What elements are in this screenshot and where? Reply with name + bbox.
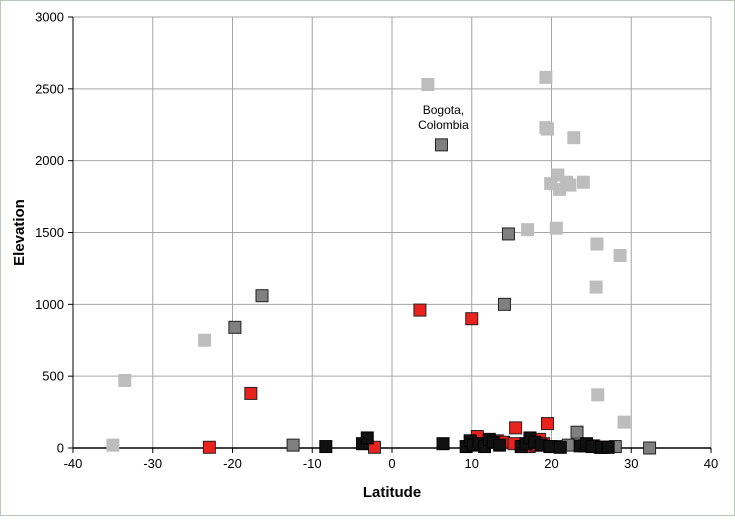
x-axis-title: Latitude xyxy=(363,484,421,501)
data-point xyxy=(541,417,555,431)
data-point xyxy=(509,421,523,435)
annotations: Bogota, Colombia xyxy=(418,103,469,132)
series-3 xyxy=(202,303,610,454)
x-tick-label: 0 xyxy=(388,456,395,471)
data-point xyxy=(563,178,577,192)
data-point xyxy=(255,289,269,303)
y-tick-label: 2000 xyxy=(35,153,64,168)
data-point xyxy=(198,333,212,347)
data-point xyxy=(613,248,627,262)
x-tick-label: 40 xyxy=(704,456,718,471)
data-point xyxy=(465,312,479,326)
x-tick-label: -40 xyxy=(64,456,83,471)
data-point xyxy=(228,320,242,334)
data-point xyxy=(570,425,584,439)
data-point xyxy=(286,438,300,452)
x-tick-label: -30 xyxy=(143,456,162,471)
y-tick-label: 3000 xyxy=(35,10,64,25)
data-point xyxy=(202,440,216,454)
data-point xyxy=(567,131,581,145)
data-point xyxy=(589,280,603,294)
y-tick-label: 1000 xyxy=(35,297,64,312)
y-tick-label: 0 xyxy=(57,441,64,456)
data-point xyxy=(434,138,448,152)
x-tick-label: 20 xyxy=(544,456,558,471)
point-annotation: Bogota, Colombia xyxy=(418,103,469,132)
grid xyxy=(72,16,712,449)
x-tick-label: 10 xyxy=(465,456,479,471)
y-tick-label: 2500 xyxy=(35,81,64,96)
data-point xyxy=(421,78,435,92)
data-point xyxy=(591,388,605,402)
tick-labels: -40 -30 -20 -10 0 10 20 30 40 0 500 1000 1500 2000 250… xyxy=(35,10,718,472)
x-tick-label: -10 xyxy=(303,456,322,471)
data-point xyxy=(541,122,555,136)
data-point xyxy=(118,373,132,387)
data-point xyxy=(244,386,258,400)
data-point xyxy=(360,431,374,445)
data-point xyxy=(319,440,333,454)
series-2 xyxy=(228,138,657,455)
data-point xyxy=(590,237,604,251)
series-1 xyxy=(106,70,631,452)
data-point xyxy=(643,441,657,455)
data-point xyxy=(413,303,427,317)
data-point xyxy=(549,221,563,235)
data-point xyxy=(106,438,120,452)
data-point xyxy=(436,437,450,451)
data-point xyxy=(493,438,507,452)
data-point xyxy=(497,297,511,311)
y-tick-label: 500 xyxy=(42,369,64,384)
axes xyxy=(68,16,712,453)
data-point xyxy=(521,223,535,237)
data-point xyxy=(617,415,631,429)
data-point xyxy=(553,440,567,454)
y-axis-title: Elevation xyxy=(11,199,28,266)
y-tick-label: 1500 xyxy=(35,225,64,240)
x-tick-label: -20 xyxy=(223,456,242,471)
data-point xyxy=(539,70,553,84)
x-tick-label: 30 xyxy=(624,456,638,471)
series-4 xyxy=(319,431,615,454)
data-point xyxy=(576,175,590,189)
data-point xyxy=(601,440,615,454)
data-point xyxy=(501,227,515,241)
data-points xyxy=(106,70,657,455)
